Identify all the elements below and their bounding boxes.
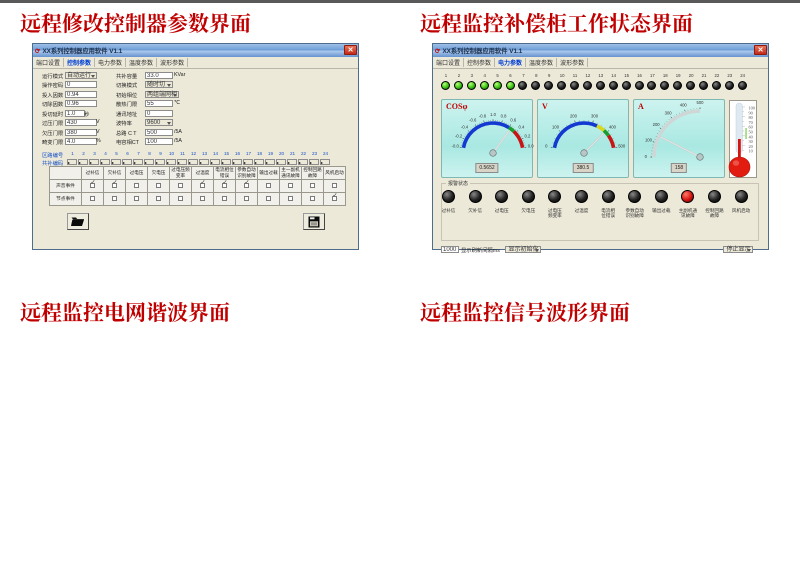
svg-text:0: 0 [545, 143, 548, 148]
svg-text:500: 500 [697, 100, 705, 105]
svg-text:0.8: 0.8 [501, 113, 507, 118]
svg-text:100: 100 [552, 124, 560, 129]
svg-text:10: 10 [749, 149, 753, 154]
svg-text:0.6: 0.6 [510, 118, 516, 123]
svg-text:0: 0 [645, 154, 648, 159]
svg-text:400: 400 [680, 103, 688, 108]
svg-text:-0.6: -0.6 [469, 118, 477, 123]
svg-text:100: 100 [645, 137, 653, 142]
svg-text:-0.8: -0.8 [479, 113, 487, 118]
svg-text:300: 300 [591, 113, 599, 118]
svg-text:0.4: 0.4 [519, 124, 525, 129]
svg-text:200: 200 [653, 122, 661, 127]
svg-text:300: 300 [665, 110, 673, 115]
svg-text:500: 500 [618, 143, 626, 148]
svg-text:1.0: 1.0 [490, 112, 496, 117]
svg-text:400: 400 [609, 124, 617, 129]
svg-text:-0.0: -0.0 [452, 143, 460, 148]
svg-text:-0.2: -0.2 [455, 133, 463, 138]
svg-text:0.0: 0.0 [528, 143, 534, 148]
svg-text:-0.4: -0.4 [461, 124, 469, 129]
svg-text:0.2: 0.2 [525, 133, 531, 138]
svg-text:200: 200 [570, 113, 578, 118]
